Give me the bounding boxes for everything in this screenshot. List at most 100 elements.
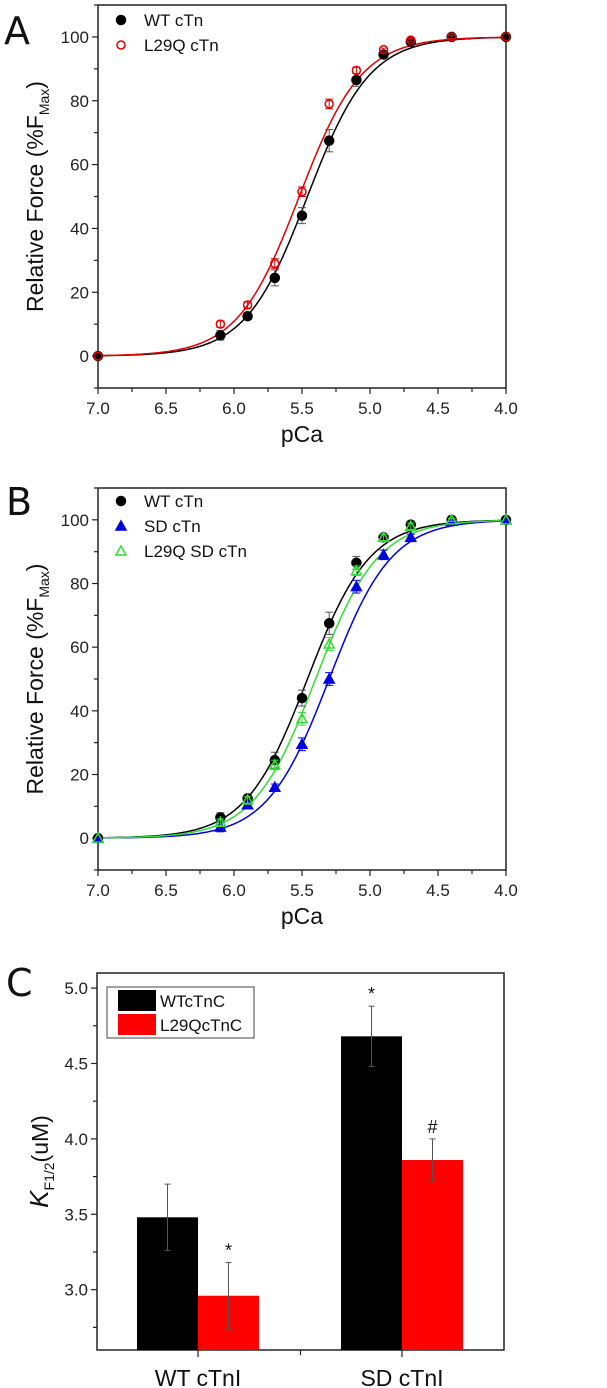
data-point-2 xyxy=(214,815,227,827)
data-point-2 xyxy=(377,530,390,543)
y-tick-label: 40 xyxy=(70,219,89,238)
x-tick-label: SD cTnI xyxy=(360,1365,443,1388)
legend-marker-2 xyxy=(114,544,128,556)
data-point-1 xyxy=(446,32,457,42)
legend-label-0: WT cTn xyxy=(144,11,203,30)
y-tick-label: 0 xyxy=(80,829,89,848)
y-axis-title: KF1/2(uM) xyxy=(24,1115,57,1208)
y-tick-label: 100 xyxy=(61,28,89,47)
x-tick-label: 5.0 xyxy=(358,881,382,900)
y-axis-title: Relative Force (%FMax) xyxy=(22,81,52,312)
y-axis-title-main: Relative Force (%F xyxy=(22,598,48,795)
data-point-2 xyxy=(499,513,513,525)
bar-0 xyxy=(341,1036,402,1350)
legend-marker-1 xyxy=(114,519,128,531)
data-point-1 xyxy=(322,672,336,684)
legend-swatch-0 xyxy=(118,990,156,1011)
data-point-1 xyxy=(242,300,253,310)
x-tick-label: 7.0 xyxy=(86,399,110,418)
data-point-0 xyxy=(351,74,362,86)
x-tick-label: 5.0 xyxy=(358,399,382,418)
x-tick-label: 6.5 xyxy=(154,399,178,418)
significance-mark: # xyxy=(427,1117,437,1137)
y-tick-label: 20 xyxy=(70,766,89,785)
legend-swatch-1 xyxy=(118,1014,156,1035)
x-tick-label: 7.0 xyxy=(86,881,110,900)
legend-label-1: SD cTn xyxy=(144,517,201,536)
y-tick-label: 100 xyxy=(61,511,89,530)
y-tick-label: 60 xyxy=(70,156,89,175)
data-point-1 xyxy=(351,65,362,76)
legend-marker-1 xyxy=(116,40,126,50)
data-point-2 xyxy=(268,758,282,770)
data-point-1 xyxy=(324,99,334,109)
data-point-2 xyxy=(445,513,458,525)
data-point-0 xyxy=(215,330,226,341)
y-axis-title: Relative Force (%FMax) xyxy=(22,564,52,795)
legend-marker-0 xyxy=(115,14,127,26)
data-point-1 xyxy=(215,319,226,329)
data-point-2 xyxy=(404,519,418,531)
y-axis-title-end: (uM) xyxy=(27,1115,53,1162)
data-point-1 xyxy=(93,351,103,361)
x-tick-label: 4.0 xyxy=(494,881,518,900)
legend-label-2: L29Q SD cTn xyxy=(144,542,247,561)
x-tick-label: 5.5 xyxy=(290,399,314,418)
data-point-1 xyxy=(404,530,418,543)
legend-label-0: WTcTnC xyxy=(160,992,225,1011)
data-point-2 xyxy=(295,712,309,724)
fit-curve-1 xyxy=(98,520,507,839)
significance-mark: * xyxy=(368,984,375,1004)
data-point-1 xyxy=(350,580,363,592)
data-point-0 xyxy=(269,272,281,284)
y-tick-label: 5.0 xyxy=(64,979,88,998)
data-point-2 xyxy=(350,564,363,576)
panel-c-plot: 3.0 3.5 4.0 4.5 5.0 KF1/2(uM) WT cTnI * SD cTnI *… xyxy=(24,972,505,1388)
y-axis-title-subscript: Max xyxy=(36,571,52,597)
y-tick-label: 0 xyxy=(80,347,89,366)
y-axis-title-main: Relative Force (%F xyxy=(22,115,48,312)
data-point-0 xyxy=(242,310,253,322)
data-point-1 xyxy=(377,548,390,560)
x-tick-label: 4.5 xyxy=(426,399,450,418)
data-point-0 xyxy=(296,210,308,221)
y-axis-title-subscript: F1/2 xyxy=(41,1162,57,1190)
y-axis-title-subscript: Max xyxy=(36,89,52,115)
data-point-1 xyxy=(270,258,280,269)
y-axis-title-end: ) xyxy=(22,564,48,572)
legend-label-0: WT cTn xyxy=(144,492,203,511)
data-point-0 xyxy=(296,692,308,704)
bar-1 xyxy=(402,1159,463,1350)
x-tick-label: 6.0 xyxy=(222,881,246,900)
data-point-1 xyxy=(406,35,416,45)
legend-label-1: L29QcTnC xyxy=(160,1016,242,1035)
data-point-1 xyxy=(295,737,309,750)
y-tick-label: 80 xyxy=(70,92,89,111)
y-tick-label: 4.0 xyxy=(64,1130,88,1149)
panel-label-b: B xyxy=(6,480,32,524)
y-tick-label: 4.5 xyxy=(64,1054,88,1073)
y-tick-label: 40 xyxy=(70,702,89,721)
panel-label-a: A xyxy=(4,9,30,53)
fit-curve-0 xyxy=(98,519,506,839)
x-tick-label: 4.0 xyxy=(494,399,518,418)
panel-a-plot: 7.0 6.5 6.0 5.5 5.0 4.5 4.0 0 20 40 60 80 100 pCa Rela… xyxy=(22,4,518,447)
legend-marker-0 xyxy=(115,495,127,507)
y-axis-title-end: ) xyxy=(22,81,48,89)
y-tick-label: 3.5 xyxy=(64,1205,88,1224)
x-tick-label: 6.0 xyxy=(222,399,246,418)
panel-label-c: C xyxy=(6,961,33,1005)
significance-mark: * xyxy=(225,1241,232,1261)
x-tick-label: WT cTnI xyxy=(155,1365,241,1388)
data-point-1 xyxy=(378,44,389,55)
y-tick-label: 20 xyxy=(70,283,89,302)
legend-label-1: L29Q cTn xyxy=(144,36,219,55)
x-axis-title: pCa xyxy=(281,903,323,929)
x-tick-label: 4.5 xyxy=(426,881,450,900)
data-point-2 xyxy=(91,831,105,843)
y-tick-label: 60 xyxy=(70,638,89,657)
y-axis-title-main: K xyxy=(24,1189,54,1208)
x-tick-label: 6.5 xyxy=(154,881,178,900)
data-point-1 xyxy=(268,780,282,792)
